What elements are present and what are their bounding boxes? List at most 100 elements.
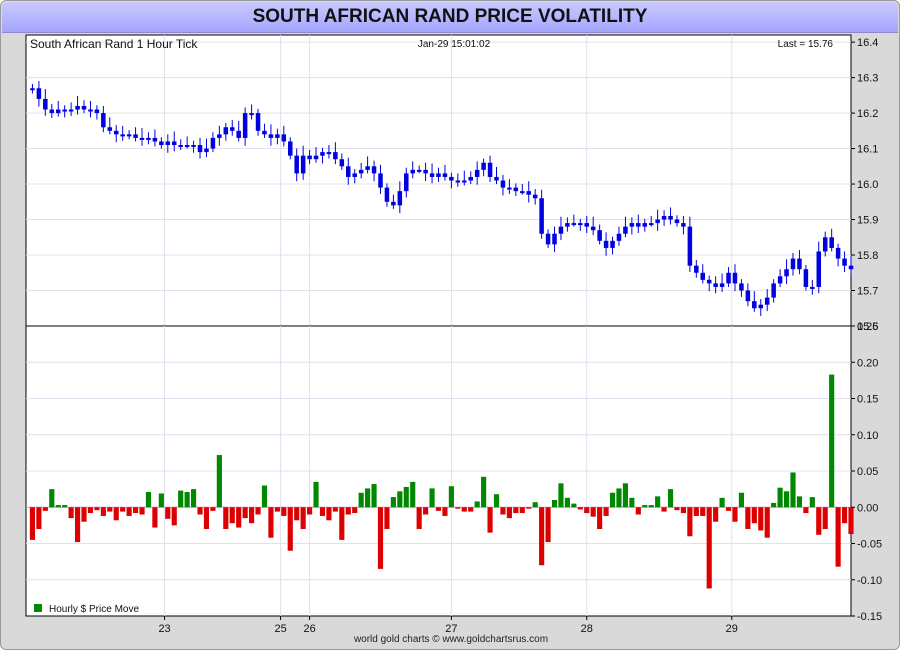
candle-body <box>777 276 783 284</box>
candle-body <box>739 283 744 291</box>
candle-body <box>745 290 751 302</box>
candle-body <box>249 113 254 116</box>
candle-body <box>571 223 577 226</box>
candle-body <box>520 191 525 194</box>
candle-body <box>101 113 106 128</box>
move-bar-down <box>500 507 506 515</box>
candle-body <box>436 173 441 177</box>
move-bar-down <box>603 507 609 516</box>
candle-body <box>75 105 80 110</box>
move-bar-down <box>294 507 300 521</box>
move-bar-down <box>455 507 461 509</box>
candle-body <box>146 137 151 140</box>
candle-body <box>507 187 512 190</box>
move-bar-down <box>461 507 467 512</box>
candle-body <box>268 134 274 138</box>
move-bar-up <box>642 505 648 508</box>
move-bar-down <box>680 507 686 514</box>
candle-body <box>816 251 822 287</box>
move-bar-up <box>474 501 480 508</box>
candle-body <box>184 145 190 148</box>
candle-body <box>655 219 660 224</box>
candle-body <box>275 134 280 138</box>
move-bar-down <box>352 507 358 514</box>
move-bar-down <box>165 507 171 519</box>
move-bar-up <box>771 502 777 508</box>
candle-body <box>326 152 332 155</box>
candle-body <box>616 233 622 241</box>
move-bar-up <box>738 492 745 508</box>
candle-body <box>416 169 422 172</box>
move-bar-down <box>326 507 332 521</box>
move-bar-down <box>300 507 306 529</box>
x-tick-label: 23 <box>158 623 170 635</box>
candle-body <box>532 194 538 199</box>
move-bar-down <box>319 507 326 516</box>
candle-body <box>358 169 364 174</box>
move-bar-down <box>442 507 448 516</box>
candle-body <box>558 226 564 234</box>
move-bar-down <box>693 507 699 516</box>
candle-body <box>429 173 435 177</box>
candle-body <box>281 134 287 142</box>
move-bar-up <box>616 488 622 508</box>
move-bar-up <box>178 490 184 508</box>
candle-body <box>822 237 828 252</box>
candle-body <box>36 88 42 99</box>
move-bar-down <box>758 507 764 531</box>
candle-body <box>790 258 796 270</box>
candle-body <box>829 237 834 248</box>
move-bar-down <box>764 507 770 538</box>
candle-body <box>648 223 654 226</box>
candle-body <box>365 166 370 170</box>
move-bar-down <box>506 507 512 519</box>
move-bar-down <box>113 507 119 521</box>
move-bar-up <box>313 481 319 508</box>
move-bar-up <box>55 505 61 508</box>
candle-body <box>120 134 125 137</box>
candle-body <box>229 127 235 131</box>
candle-body <box>565 223 570 227</box>
move-bar-down <box>577 507 583 510</box>
candle-body <box>307 155 312 160</box>
candle-body <box>404 173 409 192</box>
move-y-tick-label: 0.15 <box>857 394 878 406</box>
candle-body <box>706 279 712 284</box>
move-bar-down <box>249 507 255 524</box>
move-bar-up <box>145 492 152 508</box>
move-bar-down <box>152 507 158 528</box>
move-bar-down <box>274 507 280 512</box>
move-bar-down <box>29 507 36 540</box>
move-y-tick-label: -0.15 <box>857 611 882 623</box>
move-bars <box>29 374 854 589</box>
move-bar-up <box>796 496 803 508</box>
move-bar-up <box>390 497 396 508</box>
move-bar-up <box>493 494 500 508</box>
candle-body <box>455 180 461 183</box>
move-bar-up <box>609 492 616 508</box>
candle-body <box>133 134 138 138</box>
candle-body <box>661 215 667 220</box>
candle-body <box>223 127 229 135</box>
candle-body <box>584 223 589 227</box>
move-bar-down <box>377 507 384 569</box>
chart-footer: world gold charts © www.goldchartsrus.co… <box>353 634 549 645</box>
move-bar-down <box>307 507 313 515</box>
candle-body <box>481 162 486 170</box>
move-bar-up <box>62 505 68 508</box>
move-bar-down <box>87 507 94 514</box>
price-y-axis: 15.6 15.7 15.8 15.9 16.0 16.1 16.2 16.3 16.4 <box>851 37 878 333</box>
move-bar-up <box>158 493 164 508</box>
move-bar-down <box>597 507 603 529</box>
candle-body <box>152 137 158 142</box>
candle-body <box>752 301 757 309</box>
candle-body <box>674 219 680 224</box>
price-y-tick-label: 16.3 <box>857 73 878 85</box>
price-gridlines <box>26 35 851 326</box>
move-bar-up <box>216 455 222 508</box>
candle-body <box>623 226 628 234</box>
move-bar-down <box>435 507 442 511</box>
move-bar-down <box>255 507 261 515</box>
candle-body <box>694 265 699 273</box>
candle-body <box>55 109 61 114</box>
